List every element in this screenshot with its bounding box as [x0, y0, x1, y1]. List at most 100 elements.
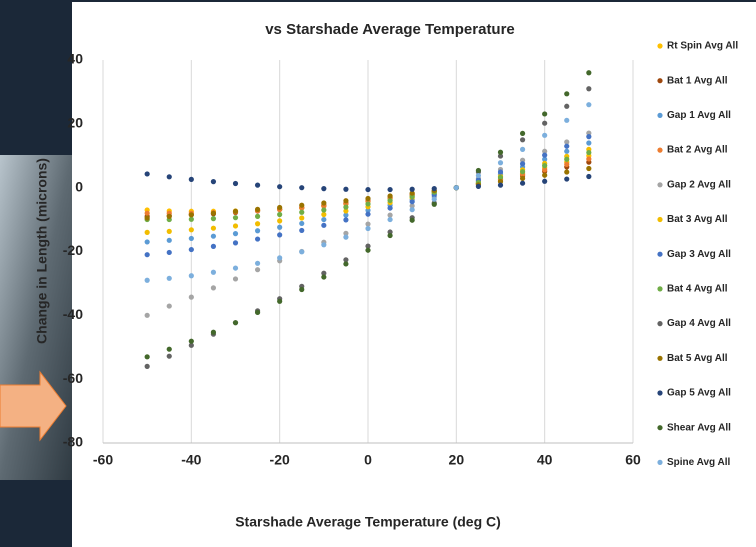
point — [497, 182, 504, 188]
point — [519, 146, 526, 152]
point — [321, 222, 327, 228]
y-tick-label: -20 — [63, 242, 83, 258]
point — [254, 260, 261, 266]
point — [188, 246, 194, 253]
legend-label: Gap 1 Avg All — [667, 110, 731, 121]
point — [365, 201, 371, 207]
point — [321, 242, 327, 248]
point — [365, 211, 371, 217]
point — [254, 228, 261, 234]
point — [321, 270, 327, 276]
legend-marker — [657, 112, 663, 118]
legend-label: Bat 2 Avg All — [667, 145, 728, 156]
legend-marker — [657, 251, 663, 257]
point — [254, 182, 261, 188]
x-tick-label: -20 — [270, 452, 290, 468]
point — [343, 198, 349, 204]
point — [166, 237, 172, 243]
point — [166, 213, 172, 219]
point — [277, 211, 283, 218]
point — [188, 235, 194, 242]
point — [343, 234, 349, 240]
point — [254, 309, 261, 316]
point — [188, 227, 194, 233]
point — [232, 208, 239, 214]
legend-label: Spine Avg All — [667, 457, 731, 468]
point — [343, 217, 349, 223]
point — [564, 91, 570, 97]
legend-label: Bat 1 Avg All — [667, 75, 728, 86]
point — [586, 156, 592, 162]
point — [586, 134, 592, 140]
legend-marker — [657, 216, 663, 223]
point — [542, 111, 548, 117]
point — [188, 273, 194, 279]
legend-label: Gap 2 Avg All — [667, 179, 731, 190]
point — [542, 167, 548, 173]
point — [564, 169, 570, 175]
point — [188, 338, 194, 344]
point — [210, 233, 217, 239]
y-tick-label: 40 — [67, 51, 83, 67]
x-tick-label: 20 — [449, 452, 465, 468]
point — [277, 218, 283, 224]
legend-marker — [657, 459, 663, 465]
y-tick-label: 0 — [75, 178, 83, 194]
legend-marker — [657, 286, 663, 292]
legend-label: Rt Spin Avg All — [667, 41, 738, 52]
point — [254, 221, 261, 227]
point — [542, 163, 548, 169]
point — [564, 103, 570, 109]
point — [564, 161, 570, 167]
point — [277, 298, 283, 304]
point — [166, 346, 172, 352]
point — [210, 210, 217, 216]
y-tick-label: -40 — [63, 306, 83, 322]
point — [299, 286, 305, 293]
legend-marker — [657, 425, 663, 431]
legend-label: Shear Avg All — [667, 422, 731, 433]
legend-marker — [657, 78, 663, 84]
point — [299, 220, 305, 227]
point — [144, 210, 150, 216]
point — [564, 139, 570, 145]
point — [564, 156, 570, 162]
point — [387, 197, 393, 204]
legend-label: Bat 3 Avg All — [667, 214, 728, 225]
legend-label: Bat 4 Avg All — [667, 284, 728, 295]
point — [166, 303, 172, 309]
point — [166, 275, 172, 281]
point — [542, 178, 548, 184]
point — [542, 132, 548, 138]
point — [277, 204, 283, 211]
point — [144, 171, 150, 177]
legend-label: Bat 5 Avg All — [667, 353, 728, 364]
x-tick-label: 60 — [625, 452, 641, 468]
point — [409, 199, 415, 205]
x-tick-label: 40 — [537, 452, 553, 468]
legend-marker — [657, 390, 663, 396]
point — [299, 227, 305, 234]
point — [564, 148, 570, 154]
point — [254, 267, 261, 273]
point — [387, 216, 393, 223]
point — [277, 184, 283, 190]
point — [586, 140, 592, 146]
point — [210, 225, 217, 231]
point — [210, 243, 217, 249]
point — [299, 215, 305, 221]
point — [564, 143, 570, 149]
point — [232, 231, 239, 237]
point — [188, 216, 194, 222]
point — [210, 285, 217, 291]
point — [343, 208, 349, 214]
point — [343, 261, 349, 267]
point — [497, 160, 504, 166]
point — [144, 277, 150, 283]
point — [475, 183, 482, 189]
point — [299, 209, 305, 215]
point — [232, 215, 239, 221]
y-axis-title: Change in Length (microns) — [34, 158, 50, 344]
